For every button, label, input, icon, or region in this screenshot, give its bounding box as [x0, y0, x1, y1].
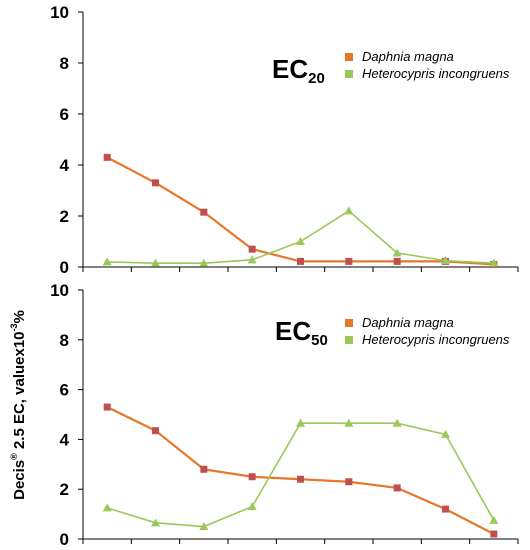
data-point-0-5	[345, 478, 353, 486]
data-point-0-2	[200, 465, 208, 473]
y-axis-label: Decis® 2.5 EC, valuex10-3%	[9, 310, 28, 500]
data-point-1-8	[489, 258, 499, 267]
y-axis-label-prefix: Decis	[11, 460, 28, 500]
legend-label-1: Heterocypris incongruens	[362, 66, 510, 81]
data-point-0-3	[248, 473, 256, 481]
y-tick-label: 0	[60, 258, 69, 277]
y-axis-label-reg-mark: ®	[9, 453, 19, 460]
panel-title-main: EC	[272, 54, 308, 84]
legend-label-0: Daphnia magna	[362, 49, 454, 64]
chart-panel-ec20: 0 2 4 6 8 10 EC20 Daphnia magna Heterocypris inc…	[50, 3, 519, 277]
legend-label-0: Daphnia magna	[362, 315, 454, 330]
y-tick-label: 8	[60, 54, 69, 73]
data-point-0-5	[345, 257, 353, 265]
data-point-1-7	[441, 429, 450, 438]
y-tick-label: 8	[60, 331, 69, 350]
data-point-0-6	[393, 257, 401, 265]
data-point-1-4	[296, 237, 305, 245]
data-point-0-1	[152, 179, 159, 187]
data-point-1-7	[441, 256, 450, 265]
data-point-1-6	[392, 418, 402, 427]
data-point-1-4	[296, 418, 305, 427]
data-point-1-2	[199, 522, 209, 531]
y-tick-label: 4	[60, 156, 70, 175]
data-point-0-1	[152, 427, 159, 435]
panel-title-subscript: 20	[308, 70, 325, 87]
legend-label-1: Heterocypris incongruens	[362, 332, 510, 347]
data-point-1-0	[102, 503, 112, 512]
data-point-0-4	[297, 475, 304, 483]
panel-title: EC50	[275, 316, 328, 349]
data-point-0-0	[103, 153, 111, 161]
data-point-0-6	[393, 484, 401, 492]
y-tick-label: 2	[60, 480, 69, 499]
legend-swatch-1	[345, 336, 353, 344]
data-point-0-7	[442, 505, 449, 513]
y-tick-label: 0	[60, 530, 69, 549]
y-tick-label: 10	[50, 281, 69, 300]
data-point-0-3	[248, 245, 256, 253]
series-line-0	[106, 156, 494, 266]
legend-swatch-1	[345, 70, 353, 78]
data-point-1-5	[344, 206, 354, 215]
y-tick-label: 10	[50, 3, 69, 22]
data-point-1-1	[151, 258, 160, 267]
y-axis-label-suffix: %	[11, 310, 28, 323]
panel-title: EC20	[272, 54, 325, 87]
y-axis-label-middle: 2.5 EC, valuex10	[11, 331, 28, 453]
data-point-1-3	[247, 502, 257, 511]
data-point-1-5	[344, 418, 354, 427]
y-axis-title: Decis® 2.5 EC, valuex10-3%	[9, 310, 28, 500]
data-point-1-0	[102, 257, 112, 266]
data-point-0-0	[103, 403, 111, 411]
data-point-1-2	[199, 258, 209, 267]
legend-swatch-0	[345, 319, 353, 327]
data-point-1-1	[151, 518, 160, 527]
y-tick-label: 4	[60, 430, 70, 449]
data-point-0-4	[297, 257, 304, 265]
data-point-1-6	[392, 248, 402, 257]
data-point-1-8	[489, 515, 499, 524]
panel-title-subscript: 50	[311, 332, 328, 349]
y-tick-label: 2	[60, 207, 69, 226]
legend-swatch-0	[345, 53, 353, 61]
data-point-0-8	[490, 530, 498, 538]
panel-title-main: EC	[275, 316, 311, 346]
y-tick-label: 6	[60, 381, 69, 400]
data-point-0-2	[200, 208, 208, 216]
y-tick-label: 6	[60, 105, 69, 124]
y-axis-label-exponent: -3	[9, 323, 19, 331]
chart-panel-ec50: 0 2 4 6 8 10 EC50 Daphnia magna Heterocypris inc…	[50, 281, 519, 549]
data-point-1-3	[247, 255, 257, 264]
